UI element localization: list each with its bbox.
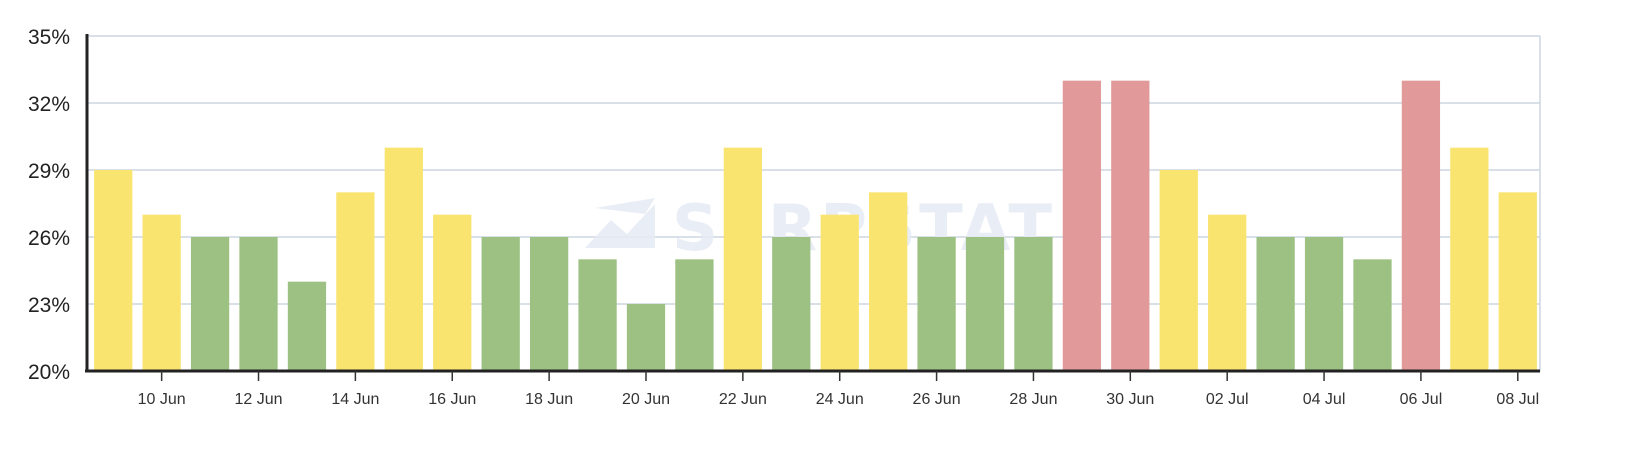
y-axis-tick-labels: 20% 23% 26% 29% 32% 35% — [28, 26, 70, 384]
bar-27-jun[interactable] — [965, 237, 1005, 371]
bar-26-jun[interactable] — [917, 237, 956, 371]
x-tick-label: 14 Jun — [331, 391, 379, 408]
y-tick-label: 23% — [28, 294, 70, 317]
axes — [85, 34, 1540, 373]
bar-04-jul[interactable] — [1304, 237, 1344, 371]
bar-02-jul[interactable] — [1208, 214, 1247, 371]
bar-16-jun[interactable] — [433, 214, 472, 371]
x-tick-label: 26 Jun — [913, 391, 961, 408]
bar-24-jun[interactable] — [820, 214, 859, 371]
x-tick-label: 30 Jun — [1106, 391, 1154, 408]
bar-03-jul[interactable] — [1256, 237, 1295, 371]
bar-07-jul[interactable] — [1450, 147, 1489, 371]
watermark-logo-icon — [585, 198, 655, 248]
x-tick-label: 02 Jul — [1206, 391, 1249, 408]
bar-30-jun[interactable] — [1111, 80, 1150, 372]
y-tick-label: 20% — [28, 361, 70, 384]
x-tick-label: 24 Jun — [816, 391, 864, 408]
bar-06-jul[interactable] — [1401, 80, 1441, 372]
bar-28-jun[interactable] — [1014, 237, 1053, 371]
bar-13-jun[interactable] — [287, 281, 327, 371]
bar-01-jul[interactable] — [1159, 170, 1198, 371]
bar-22-jun[interactable] — [723, 147, 762, 371]
x-tick-label: 16 Jun — [428, 391, 476, 408]
bars — [94, 80, 1537, 372]
bar-08-jul[interactable] — [1498, 192, 1537, 371]
x-axis-tick-labels: 10 Jun 12 Jun 14 Jun 16 Jun 18 Jun 20 Jun 22 J… — [138, 371, 1539, 408]
bar-19-jun[interactable] — [578, 259, 617, 371]
y-tick-label: 35% — [28, 26, 70, 49]
x-tick-label: 10 Jun — [138, 391, 186, 408]
x-tick-label: 06 Jul — [1400, 391, 1443, 408]
bar-20-jun[interactable] — [626, 304, 666, 371]
bar-25-jun[interactable] — [869, 192, 908, 371]
bar-29-jun[interactable] — [1062, 80, 1102, 372]
x-tick-label: 28 Jun — [1009, 391, 1057, 408]
bar-10-jun[interactable] — [142, 214, 181, 371]
bar-05-jul[interactable] — [1353, 259, 1392, 371]
y-tick-label: 29% — [28, 160, 70, 183]
y-tick-label: 32% — [28, 93, 70, 116]
x-tick-label: 04 Jul — [1303, 391, 1346, 408]
x-tick-label: 12 Jun — [234, 391, 282, 408]
x-tick-label: 18 Jun — [525, 391, 573, 408]
bar-11-jun[interactable] — [190, 237, 230, 371]
y-tick-label: 26% — [28, 227, 70, 250]
bar-23-jun[interactable] — [772, 237, 811, 371]
x-tick-label: 22 Jun — [719, 391, 767, 408]
bar-21-jun[interactable] — [675, 259, 714, 371]
bar-17-jun[interactable] — [481, 237, 520, 371]
bar-12-jun[interactable] — [239, 237, 278, 371]
bar-15-jun[interactable] — [384, 147, 423, 371]
bar-18-jun[interactable] — [529, 237, 569, 371]
bar-09-jun[interactable] — [94, 170, 133, 371]
x-tick-label: 20 Jun — [622, 391, 670, 408]
x-tick-label: 08 Jul — [1496, 391, 1539, 408]
bar-14-jun[interactable] — [336, 192, 375, 371]
